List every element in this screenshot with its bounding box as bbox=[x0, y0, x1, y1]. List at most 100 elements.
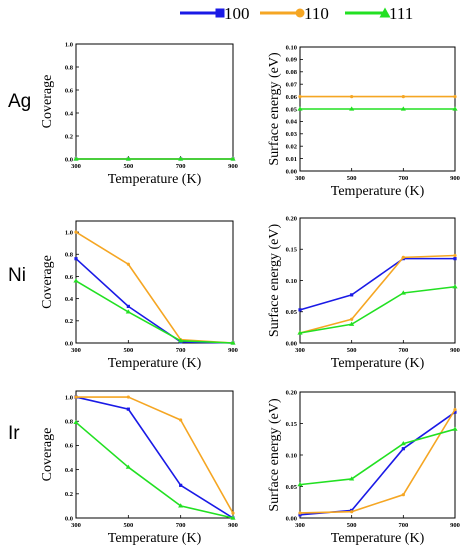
x-axis-title: Temperature (K) bbox=[108, 531, 202, 546]
data-point-110 bbox=[401, 255, 405, 259]
legend-marker-111 bbox=[379, 7, 391, 18]
y-tick-label: 0.0 bbox=[65, 156, 73, 163]
x-tick-label: 900 bbox=[450, 347, 460, 354]
y-tick-label: 0.2 bbox=[65, 318, 73, 325]
data-point-111 bbox=[73, 419, 79, 425]
panels: 300 500 700 900 0.0 0.2 0.4 0.6 0.8 1.0 Temperatur… bbox=[40, 41, 460, 546]
data-point-111 bbox=[452, 426, 458, 431]
y-axis-title: Surface energy (eV) bbox=[267, 398, 282, 512]
series-111 bbox=[297, 284, 458, 335]
data-point-100 bbox=[453, 410, 457, 414]
y-tick-label: 0.20 bbox=[286, 389, 297, 396]
row-labels: Ag Ni Ir bbox=[8, 91, 31, 444]
data-point-111 bbox=[125, 464, 131, 469]
series-111 bbox=[73, 278, 236, 345]
data-point-100 bbox=[126, 304, 130, 308]
data-point-110 bbox=[231, 511, 235, 515]
y-tick-label: 0.00 bbox=[286, 340, 297, 347]
data-point-110 bbox=[74, 395, 78, 399]
series-110 bbox=[74, 230, 235, 345]
x-tick-label: 300 bbox=[295, 522, 305, 529]
x-tick-label: 500 bbox=[347, 522, 357, 529]
data-point-110 bbox=[126, 395, 130, 399]
y-tick-label: 0.0 bbox=[65, 340, 73, 347]
series-line-111 bbox=[75, 280, 234, 344]
series-111 bbox=[297, 106, 458, 111]
data-point-110 bbox=[350, 95, 354, 99]
data-point-110 bbox=[179, 418, 183, 422]
x-tick-label: 300 bbox=[71, 522, 81, 529]
data-point-111 bbox=[400, 441, 406, 446]
x-axis-title: Temperature (K) bbox=[331, 356, 425, 371]
x-tick-label: 900 bbox=[450, 522, 460, 529]
y-tick-label: 0.0 bbox=[65, 515, 73, 522]
data-point-100 bbox=[298, 308, 302, 312]
series-111 bbox=[73, 419, 236, 520]
y-tick-label: 0.2 bbox=[65, 491, 73, 498]
y-tick-label: 0.15 bbox=[286, 247, 298, 254]
y-tick-label: 0.01 bbox=[286, 156, 297, 163]
series-111 bbox=[73, 156, 236, 161]
y-tick-label: 0.02 bbox=[286, 144, 297, 151]
y-tick-label: 1.0 bbox=[65, 41, 73, 48]
y-tick-label: 0.4 bbox=[65, 296, 74, 303]
series-line-110 bbox=[299, 254, 456, 334]
x-tick-label: 700 bbox=[176, 163, 186, 170]
y-tick-label: 0.05 bbox=[286, 309, 298, 316]
y-tick-label: 0.8 bbox=[65, 252, 74, 259]
y-tick-label: 0.4 bbox=[65, 110, 74, 117]
data-point-111 bbox=[125, 309, 131, 314]
legend-label-111: 111 bbox=[389, 4, 413, 23]
data-point-111 bbox=[400, 290, 406, 295]
data-point-111 bbox=[73, 278, 79, 283]
series-line-110 bbox=[76, 396, 234, 514]
data-point-110 bbox=[401, 493, 405, 497]
data-point-100 bbox=[298, 513, 302, 517]
series-100 bbox=[74, 395, 235, 520]
x-tick-label: 500 bbox=[123, 347, 133, 354]
y-tick-label: 0.05 bbox=[286, 484, 298, 491]
data-point-110 bbox=[401, 95, 405, 99]
series-100 bbox=[298, 410, 457, 517]
panel-ir-energy: 300 500 700 900 0.00 0.05 0.10 0.15 0.20 Temperat… bbox=[267, 389, 460, 546]
data-point-110 bbox=[74, 230, 78, 234]
data-point-110 bbox=[453, 408, 457, 412]
x-tick-label: 700 bbox=[398, 347, 408, 354]
y-axis-title: Coverage bbox=[40, 75, 55, 129]
data-point-111 bbox=[178, 156, 184, 161]
x-axis-title: Temperature (K) bbox=[108, 356, 202, 371]
data-point-111 bbox=[297, 482, 303, 487]
data-point-100 bbox=[126, 407, 130, 411]
data-point-111 bbox=[178, 503, 184, 508]
y-tick-label: 0.00 bbox=[286, 168, 297, 175]
series-line-100 bbox=[299, 411, 456, 516]
x-tick-label: 700 bbox=[398, 175, 408, 182]
x-tick-label: 700 bbox=[398, 522, 408, 529]
series-line-111 bbox=[299, 428, 456, 486]
y-tick-label: 0.20 bbox=[286, 215, 297, 222]
y-tick-label: 0.00 bbox=[286, 515, 297, 522]
plot-frame bbox=[75, 43, 234, 160]
y-axis-title: Coverage bbox=[40, 428, 55, 482]
row-label-ir: Ir bbox=[8, 423, 20, 444]
data-point-111 bbox=[349, 476, 355, 481]
x-tick-label: 700 bbox=[176, 522, 186, 529]
y-tick-label: 0.8 bbox=[65, 64, 74, 71]
x-axis-title: Temperature (K) bbox=[108, 172, 202, 187]
panel-ir-coverage: 300 500 700 900 0.0 0.2 0.4 0.6 0.8 1.0 Temperatur… bbox=[40, 390, 238, 546]
data-point-111 bbox=[73, 156, 79, 161]
data-point-100 bbox=[401, 447, 405, 451]
legend-label-100: 100 bbox=[224, 4, 250, 23]
x-tick-label: 700 bbox=[176, 347, 186, 354]
data-point-111 bbox=[230, 515, 236, 520]
data-point-100 bbox=[453, 257, 457, 261]
x-tick-label: 500 bbox=[347, 347, 357, 354]
x-tick-label: 300 bbox=[71, 347, 81, 354]
series-100 bbox=[298, 257, 457, 312]
y-tick-label: 0.15 bbox=[286, 421, 298, 428]
legend: 100 110 111 bbox=[180, 4, 413, 23]
data-point-111 bbox=[230, 340, 236, 345]
data-point-111 bbox=[178, 338, 184, 343]
data-point-110 bbox=[126, 262, 130, 266]
x-tick-label: 900 bbox=[228, 347, 238, 354]
